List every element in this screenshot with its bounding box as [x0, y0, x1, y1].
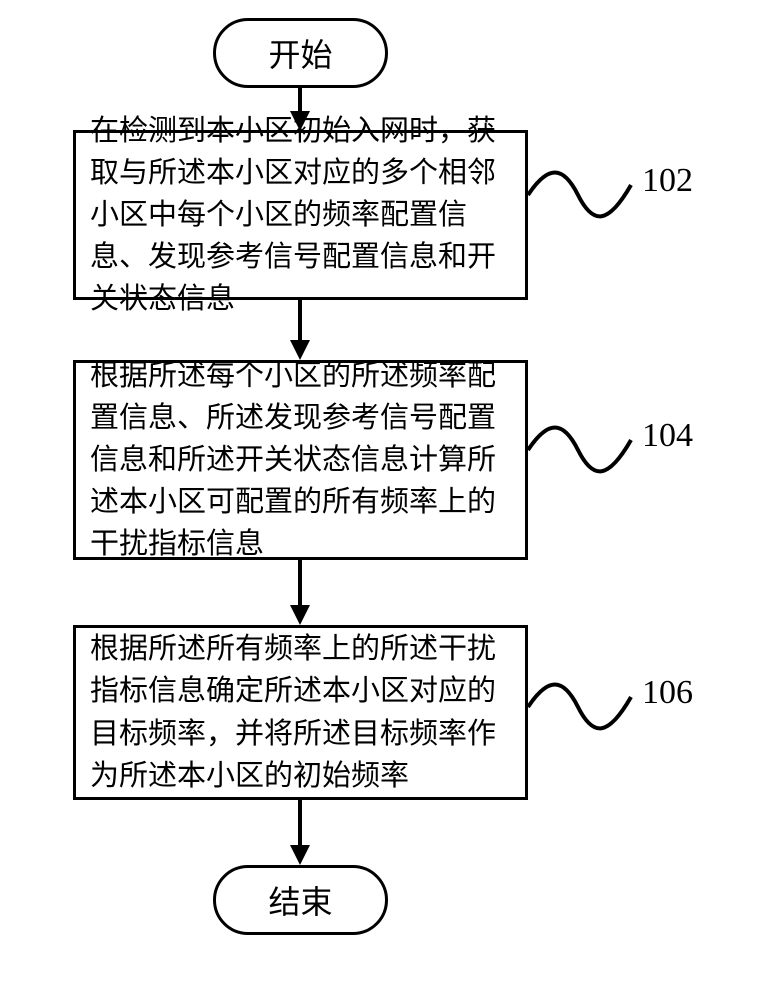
end-label: 结束 [268, 877, 332, 923]
connector-1 [528, 160, 638, 230]
process-step-2: 根据所述每个小区的所述频率配置信息、所述发现参考信号配置信息和所述开关状态信息计… [73, 360, 528, 560]
process-2-text: 根据所述每个小区的所述频率配置信息、所述发现参考信号配置信息和所述开关状态信息计… [90, 355, 511, 565]
process-step-1: 在检测到本小区初始入网时，获取与所述本小区对应的多个相邻小区中每个小区的频率配置… [73, 130, 528, 300]
arrow-3-line [298, 560, 302, 607]
process-3-text: 根据所述所有频率上的所述干扰指标信息确定所述本小区对应的目标频率，并将所述目标频… [90, 628, 511, 796]
arrow-3-head [290, 605, 310, 625]
start-label: 开始 [268, 30, 332, 76]
arrow-4-line [298, 800, 302, 847]
start-terminal: 开始 [213, 18, 388, 88]
process-1-text: 在检测到本小区初始入网时，获取与所述本小区对应的多个相邻小区中每个小区的频率配置… [90, 110, 511, 320]
arrow-4-head [290, 845, 310, 865]
label-102: 102 [642, 162, 693, 200]
label-104: 104 [642, 417, 693, 455]
connector-3 [528, 672, 638, 742]
label-106: 106 [642, 674, 693, 712]
connector-2 [528, 415, 638, 485]
arrow-2-line [298, 300, 302, 342]
process-step-3: 根据所述所有频率上的所述干扰指标信息确定所述本小区对应的目标频率，并将所述目标频… [73, 625, 528, 800]
end-terminal: 结束 [213, 865, 388, 935]
